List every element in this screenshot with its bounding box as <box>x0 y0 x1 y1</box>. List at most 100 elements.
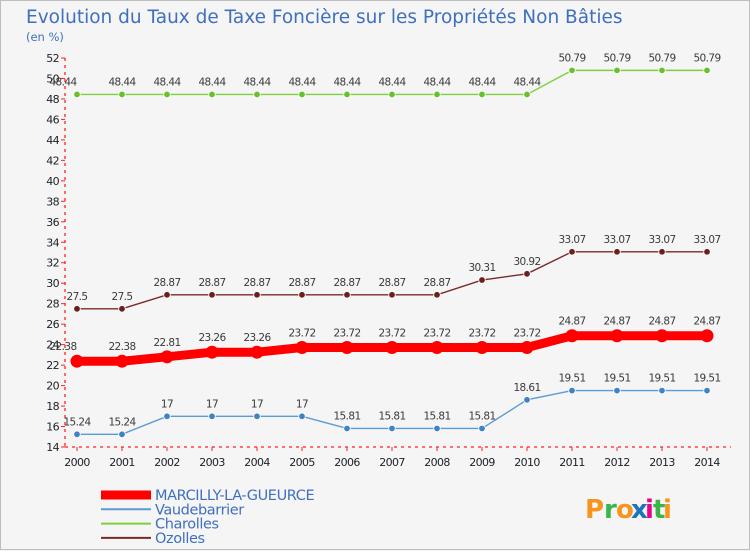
data-point <box>253 412 261 420</box>
data-point <box>478 424 486 433</box>
data-label: 33.07 <box>648 234 675 246</box>
data-label: 48.44 <box>243 76 271 88</box>
data-point <box>478 276 486 284</box>
data-label: 48.44 <box>108 76 136 88</box>
data-label: 17 <box>296 398 308 410</box>
data-label: 17 <box>206 398 218 410</box>
y-tick-label: 46 <box>46 113 59 126</box>
data-label: 28.87 <box>423 277 450 289</box>
data-label: 30.92 <box>513 256 540 268</box>
data-label: 23.72 <box>468 327 495 339</box>
x-tick-label: 2003 <box>199 456 225 469</box>
y-tick-label: 22 <box>46 359 59 372</box>
chart-title: Evolution du Taux de Taxe Foncière sur l… <box>26 7 623 28</box>
data-point <box>520 340 534 354</box>
data-label: 28.87 <box>378 277 405 289</box>
series-charolles <box>73 66 711 99</box>
x-tick-label: 2014 <box>694 456 720 469</box>
data-label: 50.79 <box>648 52 675 64</box>
data-point <box>253 90 261 99</box>
logo-letter: P <box>585 495 605 525</box>
data-label: 15.24 <box>108 416 136 428</box>
data-label: 48.44 <box>513 76 541 88</box>
data-point <box>433 291 441 299</box>
data-point <box>343 90 351 99</box>
data-label: 48.44 <box>153 76 181 88</box>
x-tick-label: 2006 <box>334 456 360 469</box>
x-tick-label: 2000 <box>64 456 90 469</box>
data-point <box>295 340 309 354</box>
data-label: 50.79 <box>558 52 585 64</box>
legend: MARCILLY-LA-GUEURCEVaudebarrierCharolles… <box>101 488 315 547</box>
data-point <box>433 424 441 433</box>
data-label: 23.72 <box>423 327 450 339</box>
data-point <box>568 386 576 395</box>
x-tick-label: 2013 <box>649 456 675 469</box>
data-label: 19.51 <box>558 373 585 385</box>
data-label: 17 <box>161 398 173 410</box>
x-tick-label: 2012 <box>604 456 630 469</box>
data-point <box>118 430 126 439</box>
data-label: 24.87 <box>693 316 720 328</box>
data-point <box>613 386 621 395</box>
data-point <box>655 329 669 343</box>
y-tick-label: 48 <box>46 93 59 106</box>
data-label: 23.72 <box>378 327 405 339</box>
axes: 14 16 18 20 22 24 26 28 30 32 34 36 38 40 42 44 46 48 50 52… <box>46 52 731 469</box>
y-tick-label: 42 <box>46 154 59 167</box>
data-label: 22.38 <box>49 341 76 353</box>
data-point <box>523 396 531 404</box>
data-label: 33.07 <box>558 234 585 246</box>
data-point <box>163 90 171 99</box>
y-tick-label: 40 <box>46 175 59 188</box>
data-point <box>73 90 81 99</box>
y-tick-label: 16 <box>46 421 59 434</box>
series-vaudebarrier <box>73 386 711 439</box>
data-point <box>163 291 171 299</box>
data-point <box>433 90 441 99</box>
data-label: 48.44 <box>378 76 406 88</box>
data-label: 19.51 <box>603 373 630 385</box>
logo-letter: o <box>616 495 634 525</box>
data-point <box>703 386 711 395</box>
data-point <box>118 305 126 313</box>
data-label: 30.31 <box>468 262 495 274</box>
data-point <box>388 90 396 99</box>
data-point <box>163 412 171 420</box>
data-point <box>208 291 216 299</box>
y-tick-label: 38 <box>46 195 59 208</box>
series-ozolles <box>73 248 711 313</box>
data-label: 24.87 <box>603 316 630 328</box>
x-tick-label: 2008 <box>424 456 450 469</box>
data-point <box>658 248 666 256</box>
data-point <box>613 248 621 256</box>
x-tick-label: 2009 <box>469 456 495 469</box>
data-point <box>703 66 711 75</box>
data-label: 48.44 <box>468 76 496 88</box>
data-point <box>565 329 579 343</box>
data-label: 15.81 <box>378 410 405 422</box>
data-label: 22.38 <box>108 341 135 353</box>
y-tick-label: 20 <box>46 380 59 393</box>
data-label: 23.26 <box>243 332 271 344</box>
data-label: 50.79 <box>603 52 630 64</box>
x-tick-label: 2010 <box>514 456 540 469</box>
data-label: 48.44 <box>49 76 77 88</box>
data-point <box>250 345 264 359</box>
data-label: 18.61 <box>513 382 540 394</box>
data-point <box>700 329 714 343</box>
data-point <box>658 66 666 75</box>
data-point <box>208 90 216 99</box>
data-label: 23.72 <box>333 327 360 339</box>
y-tick-label: 36 <box>46 216 59 229</box>
x-tick-label: 2004 <box>244 456 270 469</box>
data-label: 28.87 <box>333 277 360 289</box>
data-label: 24.87 <box>558 316 585 328</box>
data-point <box>253 291 261 299</box>
logo-letter: i <box>663 495 672 525</box>
data-label: 23.26 <box>198 332 226 344</box>
data-point <box>208 412 216 420</box>
